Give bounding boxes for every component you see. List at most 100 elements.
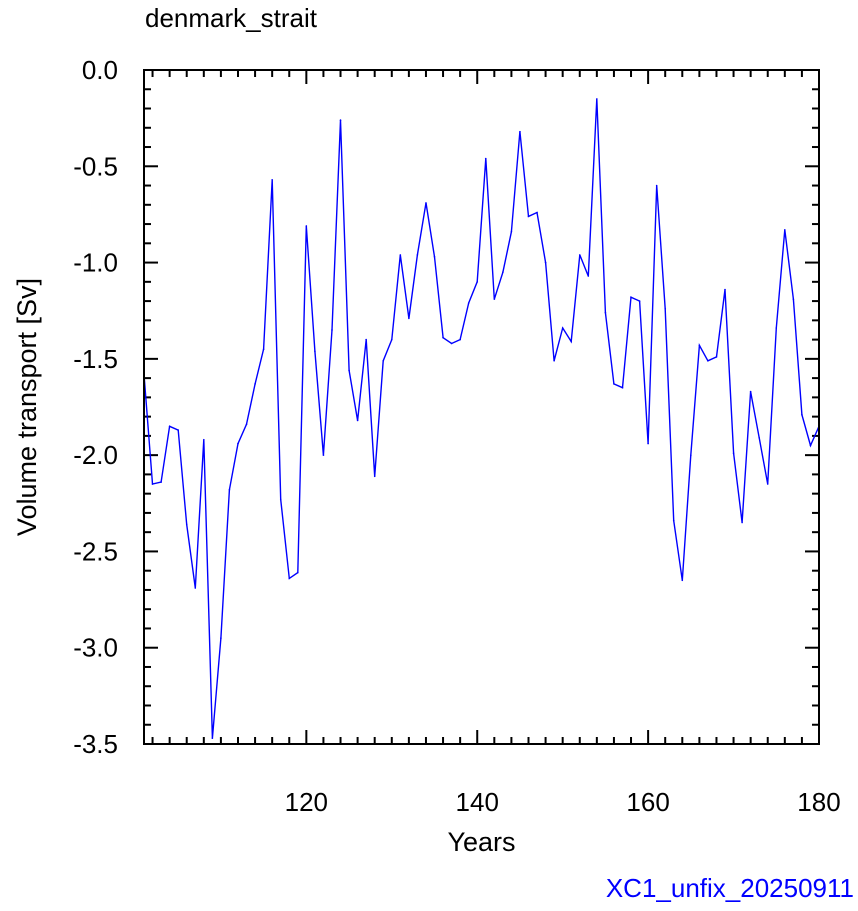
- data-point: [373, 475, 376, 478]
- data-point: [160, 481, 162, 483]
- chart-title: denmark_strait: [145, 3, 317, 33]
- data-point: [203, 438, 205, 441]
- data-point: [621, 386, 624, 389]
- data-point: [732, 452, 735, 455]
- data-point: [801, 413, 803, 416]
- y-tick-label: -0.5: [73, 151, 118, 181]
- data-point: [578, 254, 581, 256]
- y-tick-label: -3.0: [73, 633, 118, 663]
- axis-ticks: [144, 69, 820, 745]
- data-point: [527, 215, 530, 218]
- data-point: [211, 737, 214, 740]
- data-point: [664, 307, 667, 310]
- y-tick-label: -2.0: [73, 440, 118, 470]
- data-point: [288, 577, 291, 580]
- data-point: [382, 359, 385, 362]
- data-point: [365, 338, 367, 341]
- y-tick-label: -1.0: [73, 248, 118, 278]
- data-point: [356, 419, 359, 422]
- data-point: [399, 254, 402, 256]
- data-point: [587, 275, 590, 277]
- x-axis-label: Years: [447, 827, 515, 857]
- data-point: [442, 336, 444, 339]
- data-point: [262, 348, 265, 351]
- data-point: [809, 444, 812, 447]
- data-point: [314, 350, 316, 352]
- data-point: [459, 338, 461, 341]
- data-point: [502, 271, 504, 274]
- y-tick-label: 0.0: [82, 55, 118, 85]
- data-point: [168, 425, 171, 428]
- data-point: [467, 302, 470, 304]
- data-point: [698, 344, 701, 347]
- data-point: [647, 442, 649, 445]
- data-point: [784, 229, 786, 231]
- data-point: [766, 483, 769, 485]
- tick-labels: 120 140 160 180 0.0 -0.5 -1.0 -1.5 -2.0 -2.5 -3.0 -…: [73, 55, 841, 817]
- data-point: [536, 211, 538, 214]
- x-tick-label: 160: [626, 787, 669, 817]
- data-point: [484, 157, 487, 160]
- data-point: [613, 383, 615, 385]
- data-point: [493, 298, 496, 300]
- data-point: [433, 255, 436, 258]
- run-id-label: XC1_unfix_20250911: [605, 873, 854, 903]
- data-point: [630, 296, 632, 299]
- data-point: [758, 437, 760, 439]
- plot-frame: [143, 69, 820, 745]
- data-point: [416, 254, 419, 256]
- x-tick-label: 120: [285, 787, 328, 817]
- y-tick-label: -3.5: [73, 729, 118, 759]
- data-point: [322, 454, 325, 456]
- data-point: [741, 521, 743, 524]
- x-tick-label: 180: [797, 787, 840, 817]
- data-point: [408, 317, 410, 320]
- data-point: [177, 429, 179, 431]
- data-point: [596, 98, 598, 100]
- data-point: [638, 300, 641, 302]
- data-point: [254, 383, 256, 385]
- data-point: [715, 356, 718, 358]
- data-point: [228, 489, 231, 491]
- data-point: [296, 571, 299, 574]
- data-point: [331, 329, 333, 331]
- data-point: [553, 359, 555, 362]
- data-point: [476, 281, 479, 283]
- data-point: [425, 202, 427, 204]
- data-point: [237, 442, 239, 445]
- data-point: [707, 359, 709, 362]
- data-point: [655, 184, 658, 187]
- data-point: [245, 423, 248, 426]
- data-point: [561, 327, 564, 329]
- data-point: [544, 261, 547, 264]
- series-line: [143, 98, 820, 739]
- data-point: [271, 178, 273, 181]
- data-point: [305, 225, 308, 227]
- data-point: [681, 579, 684, 582]
- data-point: [792, 298, 795, 300]
- y-axis-label: Volume transport [Sv]: [12, 278, 42, 536]
- data-point: [279, 498, 282, 501]
- data-point: [604, 311, 607, 314]
- data-point: [151, 483, 154, 485]
- data-point: [194, 587, 197, 589]
- data-point: [775, 327, 778, 329]
- data-point: [220, 637, 222, 639]
- x-tick-label: 140: [456, 787, 499, 817]
- y-tick-label: -2.5: [73, 536, 118, 566]
- series-group: [143, 98, 820, 740]
- data-point: [185, 523, 188, 526]
- data-point: [690, 454, 692, 456]
- data-point: [672, 519, 675, 522]
- data-point: [570, 340, 573, 343]
- data-point: [339, 119, 342, 121]
- data-point: [724, 288, 726, 291]
- y-tick-label: -1.5: [73, 344, 118, 374]
- data-point: [450, 342, 453, 345]
- data-point: [510, 230, 513, 233]
- data-point: [519, 130, 521, 133]
- data-point: [390, 338, 393, 341]
- data-point: [348, 369, 350, 372]
- data-point: [749, 390, 752, 393]
